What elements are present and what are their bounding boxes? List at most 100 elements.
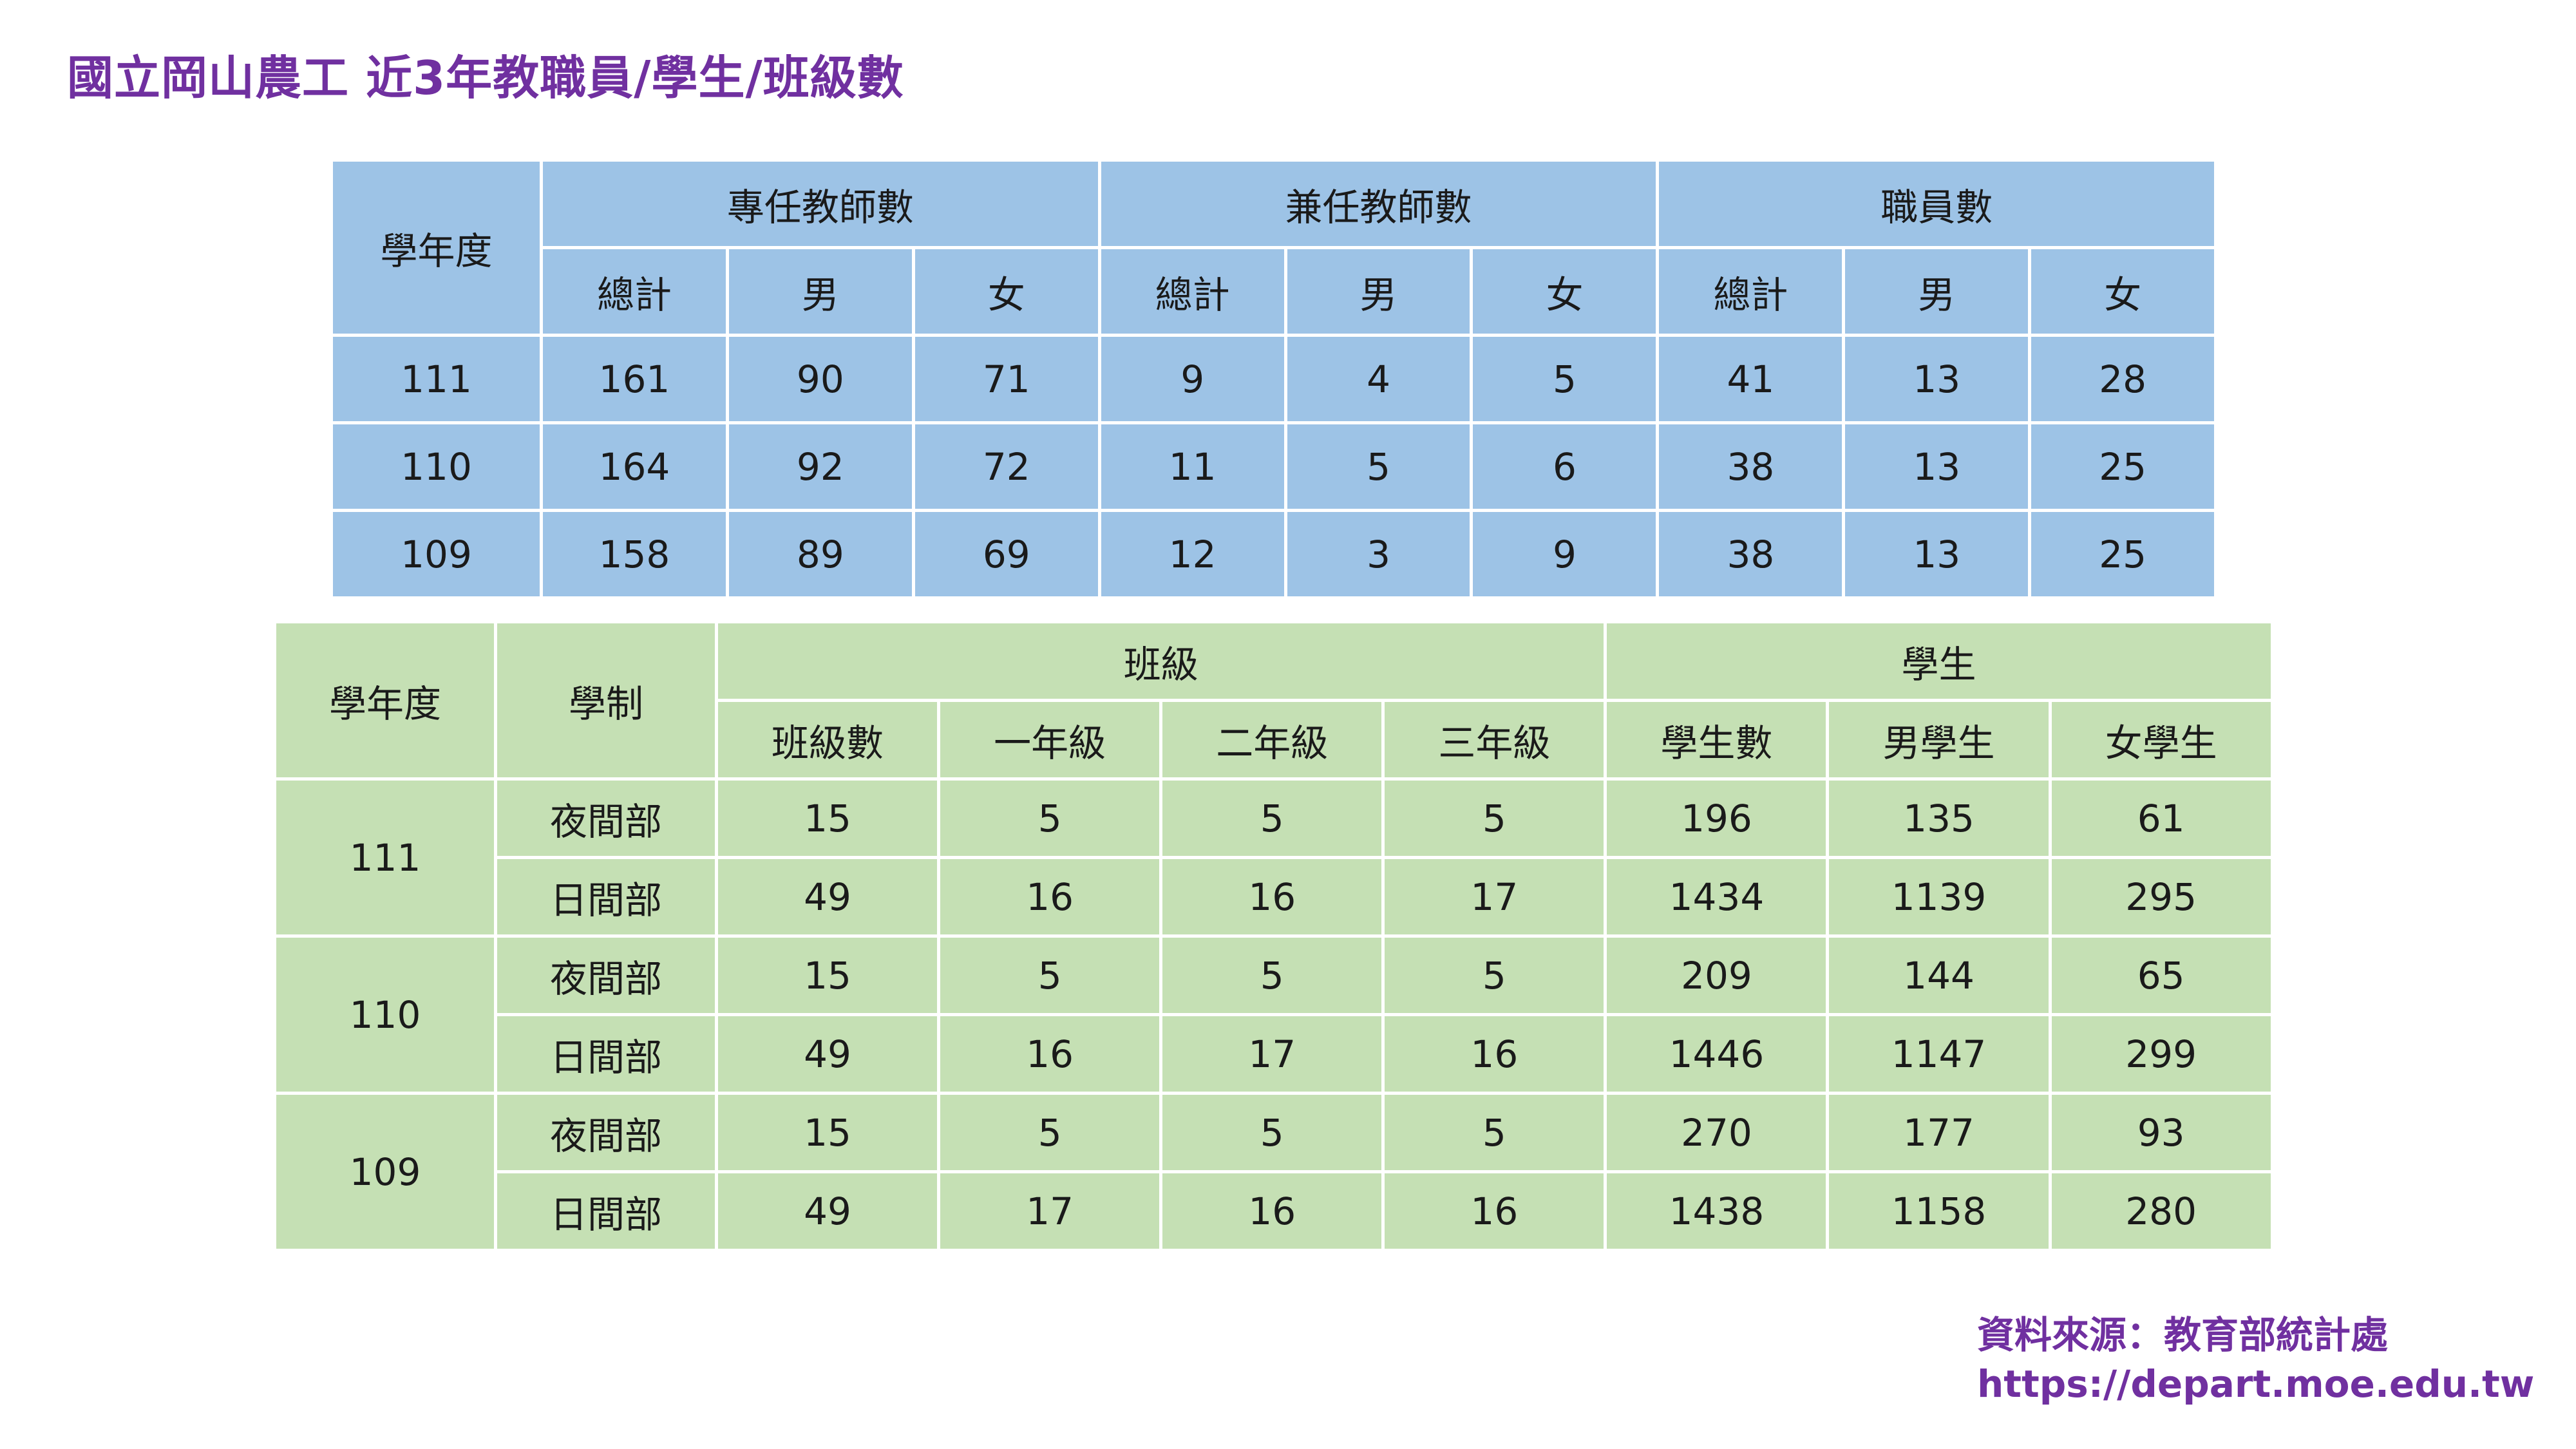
full-time-teachers-header: 專任教師數: [540, 158, 1101, 249]
table-cell: 17: [937, 1170, 1163, 1252]
source-url: https://depart.moe.edu.tw: [1977, 1362, 2535, 1406]
table-cell: 1147: [1826, 1013, 2052, 1095]
table-cell: 5: [937, 777, 1163, 859]
table-cell: 295: [2048, 856, 2274, 938]
table-cell: 144: [1826, 934, 2052, 1016]
table-cell: 61: [2048, 777, 2274, 859]
system-cell: 夜間部: [494, 1092, 718, 1173]
table-cell: 1158: [1826, 1170, 2052, 1252]
table-cell: 4: [1283, 334, 1473, 424]
third-grade-header: 三年級: [1381, 699, 1607, 781]
class-count-header: 班級數: [714, 699, 941, 781]
system-cell: 夜間部: [494, 934, 718, 1016]
class-group-header: 班級: [714, 620, 1607, 702]
staff-subheader-male: 男: [1283, 246, 1473, 337]
staff-year-header: 學年度: [330, 158, 543, 337]
table-cell: 177: [1826, 1092, 2052, 1173]
table-cell: 5: [1283, 421, 1473, 512]
year-cell: 109: [330, 509, 543, 600]
class-year-header: 學年度: [273, 620, 497, 781]
table-cell: 209: [1604, 934, 1830, 1016]
table-cell: 92: [725, 421, 915, 512]
table-cell: 15: [714, 934, 941, 1016]
data-source: 資料來源：教育部統計處 https://depart.moe.edu.tw: [1977, 1311, 2534, 1408]
table-cell: 16: [937, 1013, 1163, 1095]
table-cell: 5: [1381, 1092, 1607, 1173]
table-cell: 16: [1159, 856, 1385, 938]
staff-table-header: 學年度 專任教師數 兼任教師數 職員數 總計 男 女 總計 男 女 總計 男 女: [330, 158, 2218, 337]
staff-subheader-female: 女: [911, 246, 1101, 337]
female-students-header: 女學生: [2048, 699, 2274, 781]
table-cell: 41: [1656, 334, 1846, 424]
system-cell: 夜間部: [494, 777, 718, 859]
table-row: 111 夜間部 15 5 5 5 196 135 61: [273, 777, 2274, 938]
table-cell: 5: [1159, 1092, 1385, 1173]
year-cell: 109: [273, 1092, 497, 1252]
table-row: 110 夜間部 15 5 5 5 209 144 65: [273, 934, 2274, 1095]
year-cell: 110: [273, 934, 497, 1095]
year-cell: 110: [330, 421, 543, 512]
source-label: 資料來源：教育部統計處: [1977, 1313, 2389, 1357]
table-cell: 1434: [1604, 856, 1830, 938]
table-cell: 16: [937, 856, 1163, 938]
table-cell: 12: [1097, 509, 1287, 600]
table-row: 109 夜間部 15 5 5 5 270 177 93: [273, 1092, 2274, 1252]
table-cell: 13: [1842, 334, 2032, 424]
table-cell: 270: [1604, 1092, 1830, 1173]
table-cell: 5: [937, 1092, 1163, 1173]
year-cell: 111: [330, 334, 543, 424]
staff-subheader-total: 總計: [1097, 246, 1287, 337]
table-cell: 5: [1159, 934, 1385, 1016]
table-row: 110 164 92 72 11 5 6 38 13 25: [330, 421, 2218, 512]
system-cell: 日間部: [494, 1170, 718, 1252]
table-cell: 25: [2028, 421, 2218, 512]
table-cell: 16: [1159, 1170, 1385, 1252]
table-cell: 25: [2028, 509, 2218, 600]
table-cell: 69: [911, 509, 1101, 600]
table-cell: 5: [1159, 777, 1385, 859]
male-students-header: 男學生: [1826, 699, 2052, 781]
table-cell: 17: [1381, 856, 1607, 938]
table-cell: 15: [714, 1092, 941, 1173]
table-cell: 15: [714, 777, 941, 859]
table-cell: 1438: [1604, 1170, 1830, 1252]
staff-subheader-female: 女: [2028, 246, 2218, 337]
table-cell: 1139: [1826, 856, 2052, 938]
table-cell: 93: [2048, 1092, 2274, 1173]
table-row: 日間部 49 17 16 16 1438 1158 280: [275, 1170, 2274, 1252]
class-student-table: 學年度 學制 班級 學生 班級數 一年級 二年級 三年級 學生數 男學生 女學生…: [273, 620, 2274, 1252]
system-cell: 日間部: [494, 856, 718, 938]
table-cell: 49: [714, 1170, 941, 1252]
year-cell: 111: [273, 777, 497, 938]
table-cell: 280: [2048, 1170, 2274, 1252]
table-cell: 16: [1381, 1170, 1607, 1252]
table-cell: 38: [1656, 421, 1846, 512]
table-cell: 16: [1381, 1013, 1607, 1095]
staff-count-header: 職員數: [1656, 158, 2218, 249]
table-cell: 28: [2028, 334, 2218, 424]
table-cell: 89: [725, 509, 915, 600]
student-count-header: 學生數: [1604, 699, 1830, 781]
table-cell: 6: [1470, 421, 1660, 512]
table-cell: 9: [1097, 334, 1287, 424]
table-cell: 3: [1283, 509, 1473, 600]
table-cell: 196: [1604, 777, 1830, 859]
part-time-teachers-header: 兼任教師數: [1097, 158, 1660, 249]
table-cell: 299: [2048, 1013, 2274, 1095]
table-cell: 90: [725, 334, 915, 424]
table-cell: 5: [1470, 334, 1660, 424]
staff-subheader-total: 總計: [540, 246, 729, 337]
table-cell: 158: [540, 509, 729, 600]
table-cell: 5: [1381, 934, 1607, 1016]
table-row: 日間部 49 16 17 16 1446 1147 299: [275, 1013, 2274, 1095]
table-row: 109 158 89 69 12 3 9 38 13 25: [330, 509, 2218, 600]
staff-subheader-female: 女: [1470, 246, 1660, 337]
table-cell: 164: [540, 421, 729, 512]
table-cell: 11: [1097, 421, 1287, 512]
table-cell: 72: [911, 421, 1101, 512]
table-cell: 49: [714, 856, 941, 938]
table-cell: 1446: [1604, 1013, 1830, 1095]
table-row: 111 161 90 71 9 4 5 41 13 28: [330, 334, 2218, 424]
student-group-header: 學生: [1604, 620, 2274, 702]
second-grade-header: 二年級: [1159, 699, 1385, 781]
